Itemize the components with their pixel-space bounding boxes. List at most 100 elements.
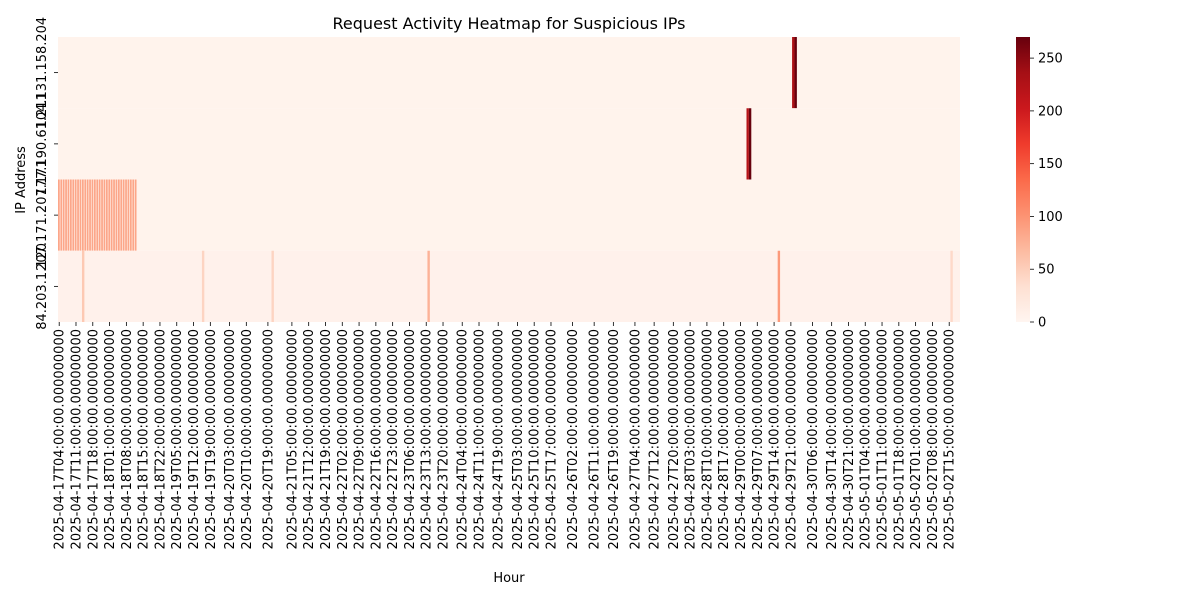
heatmap-cell	[201, 250, 205, 322]
heatmap-cell	[79, 179, 82, 251]
x-tick-label: 2025-04-17T11:00:00.000000000	[69, 329, 84, 549]
x-tick-label: 2025-04-19T05:00:00.000000000	[170, 329, 185, 549]
x-tick-label: 2025-04-30T14:00:00.000000000	[825, 329, 840, 549]
x-tick-label: 2025-04-30T06:00:00.000000000	[806, 329, 821, 549]
y-tick-label: 177.190.61.211	[35, 92, 50, 195]
x-tick-label: 2025-04-26T11:00:00.000000000	[588, 329, 603, 549]
colorbar-tick-label: 250	[1038, 52, 1063, 67]
heatmap-cell	[77, 179, 79, 251]
heatmap-cell	[86, 179, 89, 251]
colorbar-tick-label: 50	[1038, 263, 1055, 278]
heatmap-cell	[122, 179, 125, 251]
heatmap-cell	[127, 179, 130, 251]
x-tick-label: 2025-04-17T18:00:00.000000000	[86, 329, 101, 549]
heatmap-row-background	[58, 108, 960, 180]
heatmap-cell	[129, 179, 132, 251]
x-tick-label: 2025-04-21T19:00:00.000000000	[319, 329, 334, 549]
heatmap-cell	[74, 179, 77, 251]
heatmap-cell	[794, 37, 797, 109]
heatmap-cell	[117, 179, 120, 251]
chart-title: Request Activity Heatmap for Suspicious …	[333, 14, 686, 33]
heatmap-cell	[108, 179, 111, 251]
x-axis-label: Hour	[493, 571, 525, 586]
heatmap-cell	[777, 250, 781, 322]
x-tick-label: 2025-04-25T10:00:00.000000000	[528, 329, 543, 549]
x-tick-label: 2025-05-01T04:00:00.000000000	[859, 329, 874, 549]
heatmap-cell	[67, 179, 70, 251]
x-tick-label: 2025-04-22T16:00:00.000000000	[369, 329, 384, 549]
heatmap-row-background	[58, 179, 960, 251]
heatmap-cell	[271, 250, 274, 322]
x-axis: 2025-04-17T04:00:00.000000000 2025-04-17T…	[53, 322, 958, 549]
heatmap-cell	[62, 179, 65, 251]
x-tick-label: 2025-04-20T19:00:00.000000000	[261, 329, 276, 549]
x-tick-label: 2025-04-19T12:00:00.000000000	[187, 329, 202, 549]
heatmap-cell	[120, 179, 123, 251]
heatmap-cell	[84, 179, 87, 251]
x-tick-label: 2025-04-29T00:00:00.000000000	[734, 329, 749, 549]
x-tick-label: 2025-04-27T20:00:00.000000000	[667, 329, 682, 549]
x-tick-label: 2025-04-22T02:00:00.000000000	[336, 329, 351, 549]
heatmap-cell	[110, 179, 113, 251]
x-tick-label: 2025-04-24T11:00:00.000000000	[473, 329, 488, 549]
x-tick-label: 2025-04-28T03:00:00.000000000	[684, 329, 699, 549]
heatmap-cell	[72, 179, 75, 251]
x-tick-label: 2025-04-29T14:00:00.000000000	[768, 329, 783, 549]
x-tick-label: 2025-04-19T19:00:00.000000000	[204, 329, 219, 549]
heatmap-cell	[93, 179, 96, 251]
x-tick-label: 2025-04-27T12:00:00.000000000	[648, 329, 663, 549]
heatmap-cell	[132, 179, 135, 251]
x-tick-label: 2025-05-02T01:00:00.000000000	[909, 329, 924, 549]
x-tick-label: 2025-04-30T21:00:00.000000000	[842, 329, 857, 549]
y-tick-label: 104.131.158.204	[35, 17, 50, 129]
x-tick-label: 2025-05-01T11:00:00.000000000	[876, 329, 891, 549]
heatmap-cell	[427, 250, 430, 322]
x-tick-label: 2025-04-21T12:00:00.000000000	[302, 329, 317, 549]
heatmap-cell	[103, 179, 106, 251]
x-tick-label: 2025-04-17T04:00:00.000000000	[53, 329, 68, 549]
heatmap-cell	[950, 250, 953, 322]
heatmap-cell	[748, 108, 752, 180]
x-tick-label: 2025-04-29T21:00:00.000000000	[784, 329, 799, 549]
heatmap-cell	[69, 179, 72, 251]
heatmap-cell	[115, 179, 118, 251]
y-tick-label: 84.203.1.120	[35, 243, 50, 330]
x-tick-label: 2025-04-23T06:00:00.000000000	[403, 329, 418, 549]
x-tick-label: 2025-04-26T19:00:00.000000000	[607, 329, 622, 549]
heatmap-cell	[58, 179, 60, 251]
heatmap-cell	[113, 179, 115, 251]
heatmap-cell	[91, 179, 94, 251]
heatmap-cell	[65, 179, 67, 251]
x-tick-label: 2025-04-27T04:00:00.000000000	[628, 329, 643, 549]
x-tick-label: 2025-04-22T23:00:00.000000000	[386, 329, 401, 549]
heatmap-cell	[96, 179, 99, 251]
x-tick-label: 2025-04-24T04:00:00.000000000	[456, 329, 471, 549]
x-tick-label: 2025-05-02T15:00:00.000000000	[943, 329, 958, 549]
x-tick-label: 2025-05-01T18:00:00.000000000	[892, 329, 907, 549]
x-tick-label: 2025-04-24T19:00:00.000000000	[492, 329, 507, 549]
x-tick-label: 2025-04-25T03:00:00.000000000	[511, 329, 526, 549]
x-tick-label: 2025-04-23T20:00:00.000000000	[437, 329, 452, 549]
x-tick-label: 2025-05-02T08:00:00.000000000	[926, 329, 941, 549]
heatmap-cell	[125, 179, 127, 251]
heatmap-cell	[60, 179, 63, 251]
x-tick-label: 2025-04-20T03:00:00.000000000	[223, 329, 238, 549]
y-axis: 104.131.158.204177.190.61.211207.171.207…	[35, 17, 58, 330]
heatmap-row-background	[58, 250, 960, 322]
colorbar: 0 50 100 150 200 250	[1016, 37, 1063, 331]
y-axis-label: IP Address	[14, 146, 29, 214]
x-tick-label: 2025-04-20T10:00:00.000000000	[240, 329, 255, 549]
colorbar-tick-label: 150	[1038, 157, 1063, 172]
heatmap-cell	[134, 179, 137, 251]
heatmap-cell	[81, 179, 84, 251]
x-tick-label: 2025-04-29T07:00:00.000000000	[751, 329, 766, 549]
heatmap-cell	[89, 179, 91, 251]
heatmap-cell	[101, 179, 103, 251]
y-tick-label: 207.171.207.171	[35, 159, 50, 271]
x-tick-label: 2025-04-25T17:00:00.000000000	[544, 329, 559, 549]
x-tick-label: 2025-04-18T22:00:00.000000000	[153, 329, 168, 549]
x-tick-label: 2025-04-18T01:00:00.000000000	[103, 329, 118, 549]
x-tick-label: 2025-04-28T10:00:00.000000000	[700, 329, 715, 549]
